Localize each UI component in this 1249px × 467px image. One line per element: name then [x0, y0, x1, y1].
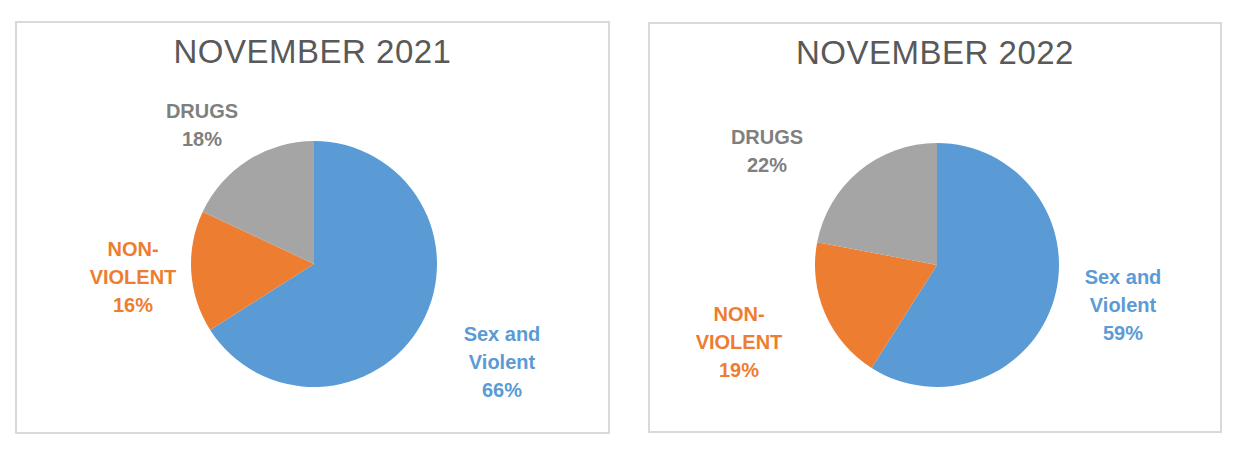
chart-panel-november-2022: NOVEMBER 2022 DRUGS 22% NON- VIOLENT 19%… [648, 22, 1222, 433]
label-line: VIOLENT [669, 328, 809, 356]
label-line: Violent [442, 348, 562, 376]
label-non-violent-2021: NON- VIOLENT 16% [73, 235, 193, 319]
label-drugs-2021: DRUGS 18% [142, 97, 262, 153]
chart-title-2021: NOVEMBER 2021 [17, 33, 608, 71]
label-line: 16% [73, 291, 193, 319]
label-line: Violent [1063, 291, 1183, 319]
label-line: 59% [1063, 319, 1183, 347]
label-sex-violent-2021: Sex and Violent 66% [442, 320, 562, 404]
label-line: NON- [73, 235, 193, 263]
label-line: NON- [669, 300, 809, 328]
chart-title-2022: NOVEMBER 2022 [650, 34, 1220, 72]
label-line: DRUGS [142, 97, 262, 125]
chart-panel-november-2021: NOVEMBER 2021 DRUGS 18% NON- VIOLENT 16%… [15, 21, 610, 434]
pie-chart-2021 [191, 141, 437, 387]
label-line: Sex and [442, 320, 562, 348]
label-line: DRUGS [707, 123, 827, 151]
label-line: Sex and [1063, 263, 1183, 291]
label-line: VIOLENT [73, 263, 193, 291]
label-line: 22% [707, 151, 827, 179]
label-line: 66% [442, 376, 562, 404]
label-drugs-2022: DRUGS 22% [707, 123, 827, 179]
label-non-violent-2022: NON- VIOLENT 19% [669, 300, 809, 384]
label-line: 19% [669, 356, 809, 384]
label-line: 18% [142, 125, 262, 153]
pie-chart-2022 [815, 143, 1059, 387]
label-sex-violent-2022: Sex and Violent 59% [1063, 263, 1183, 347]
